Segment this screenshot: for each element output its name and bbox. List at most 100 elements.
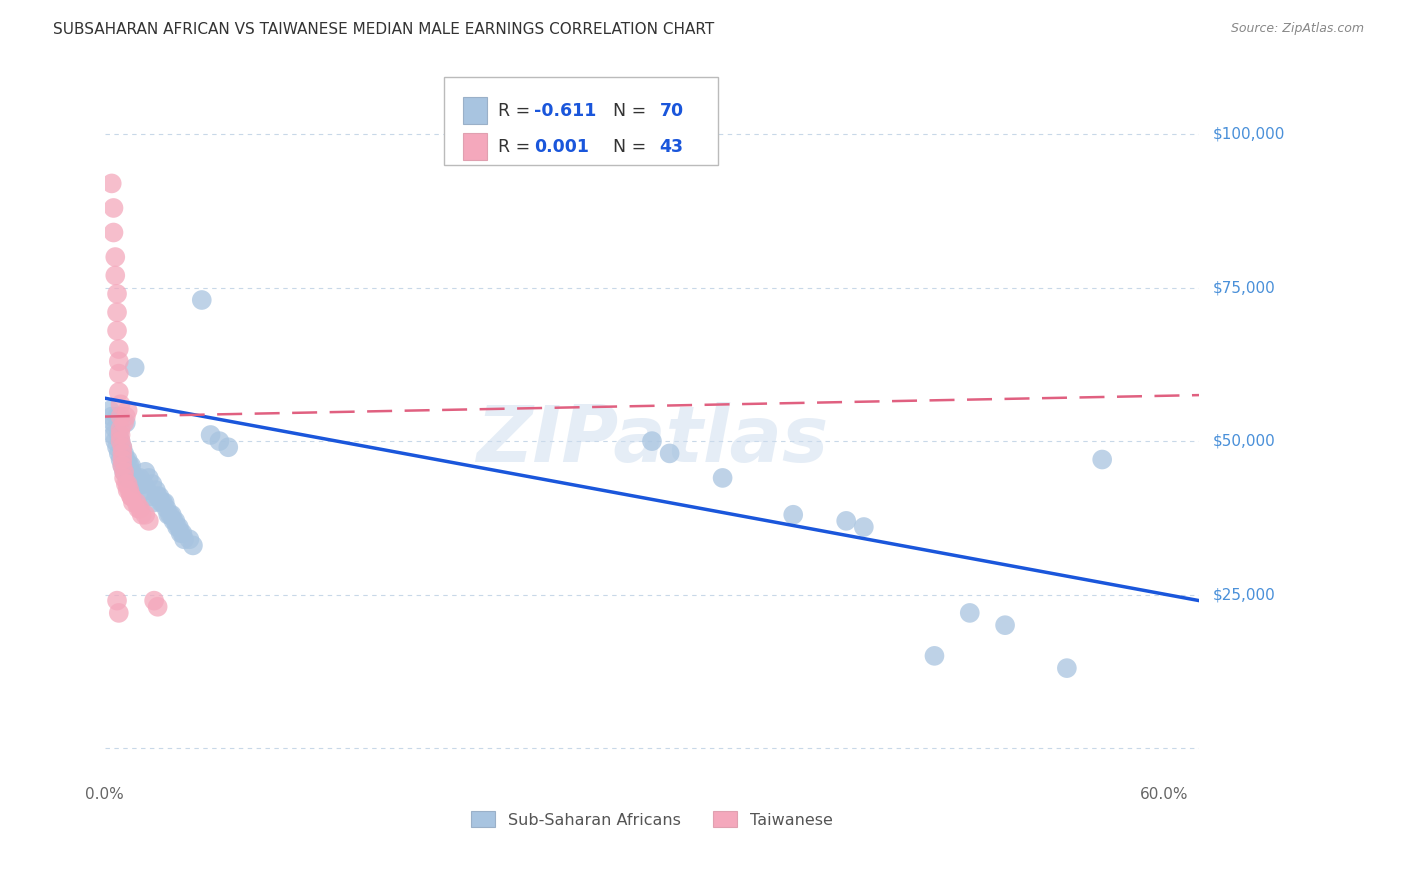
Point [200, 428, 222, 442]
Point [118, 458, 141, 473]
Point [110, 428, 132, 442]
Point [105, 324, 128, 338]
Point [155, 501, 177, 516]
Point [104, 268, 127, 283]
Point [146, 489, 169, 503]
Point [132, 477, 155, 491]
Point [110, 434, 132, 449]
Point [167, 520, 190, 534]
Point [111, 440, 134, 454]
Point [112, 471, 135, 485]
Point [138, 471, 160, 485]
Text: R =: R = [498, 137, 536, 155]
Text: N =: N = [602, 137, 651, 155]
Point [120, 489, 142, 503]
Point [852, 520, 875, 534]
Point [120, 489, 142, 503]
Point [107, 354, 129, 368]
Text: $100,000: $100,000 [1213, 127, 1285, 142]
Point [141, 477, 163, 491]
Point [658, 446, 681, 460]
Text: 0.001: 0.001 [534, 137, 589, 155]
FancyBboxPatch shape [463, 97, 486, 124]
Point [131, 508, 153, 522]
Point [782, 508, 804, 522]
Point [98, 403, 121, 417]
Text: 43: 43 [659, 137, 683, 155]
Point [191, 293, 214, 307]
Point [115, 409, 138, 424]
Point [117, 471, 139, 485]
Point [139, 489, 162, 503]
Point [143, 593, 166, 607]
Point [115, 477, 138, 491]
Text: -0.611: -0.611 [534, 102, 596, 120]
Point [172, 526, 194, 541]
Point [125, 471, 148, 485]
Point [107, 446, 129, 460]
Point [104, 434, 127, 449]
Text: SUBSAHARAN AFRICAN VS TAIWANESE MEDIAN MALE EARNINGS CORRELATION CHART: SUBSAHARAN AFRICAN VS TAIWANESE MEDIAN M… [53, 22, 714, 37]
Point [112, 465, 135, 479]
Point [112, 416, 135, 430]
Point [153, 495, 176, 509]
Point [1056, 661, 1078, 675]
Point [136, 483, 159, 498]
Point [994, 618, 1017, 632]
Point [111, 458, 134, 473]
Text: $25,000: $25,000 [1213, 587, 1275, 602]
Point [165, 514, 187, 528]
Point [105, 440, 128, 454]
Point [117, 477, 139, 491]
Point [143, 495, 166, 509]
Point [150, 495, 173, 509]
Point [129, 471, 152, 485]
Point [148, 489, 170, 503]
Point [103, 416, 125, 430]
Point [169, 526, 191, 541]
Point [110, 397, 132, 411]
Point [127, 477, 149, 491]
Point [173, 533, 195, 547]
Point [127, 501, 149, 516]
Point [835, 514, 858, 528]
Point [124, 360, 146, 375]
Point [120, 465, 142, 479]
Point [112, 465, 135, 479]
Point [166, 520, 188, 534]
Legend: Sub-Saharan Africans, Taiwanese: Sub-Saharan Africans, Taiwanese [465, 805, 839, 834]
Point [107, 367, 129, 381]
Point [107, 384, 129, 399]
Text: N =: N = [602, 102, 651, 120]
Point [111, 446, 134, 460]
Point [160, 508, 183, 522]
Point [217, 440, 239, 454]
Point [131, 477, 153, 491]
Point [641, 434, 664, 449]
Point [103, 428, 125, 442]
Point [159, 508, 181, 522]
Point [1091, 452, 1114, 467]
Point [134, 508, 156, 522]
Point [122, 471, 145, 485]
Point [105, 305, 128, 319]
Point [157, 508, 180, 522]
FancyBboxPatch shape [444, 77, 717, 165]
Text: $50,000: $50,000 [1213, 434, 1275, 449]
Point [100, 409, 122, 424]
Text: ZIPatlas: ZIPatlas [475, 402, 828, 478]
Point [145, 483, 167, 498]
Point [105, 286, 128, 301]
Point [129, 501, 152, 516]
Point [111, 452, 134, 467]
Point [103, 201, 125, 215]
Point [104, 250, 127, 264]
Point [162, 514, 184, 528]
Point [110, 452, 132, 467]
Point [179, 533, 201, 547]
Point [104, 422, 127, 436]
Point [152, 495, 174, 509]
Point [181, 538, 204, 552]
Point [100, 177, 122, 191]
Point [112, 446, 135, 460]
